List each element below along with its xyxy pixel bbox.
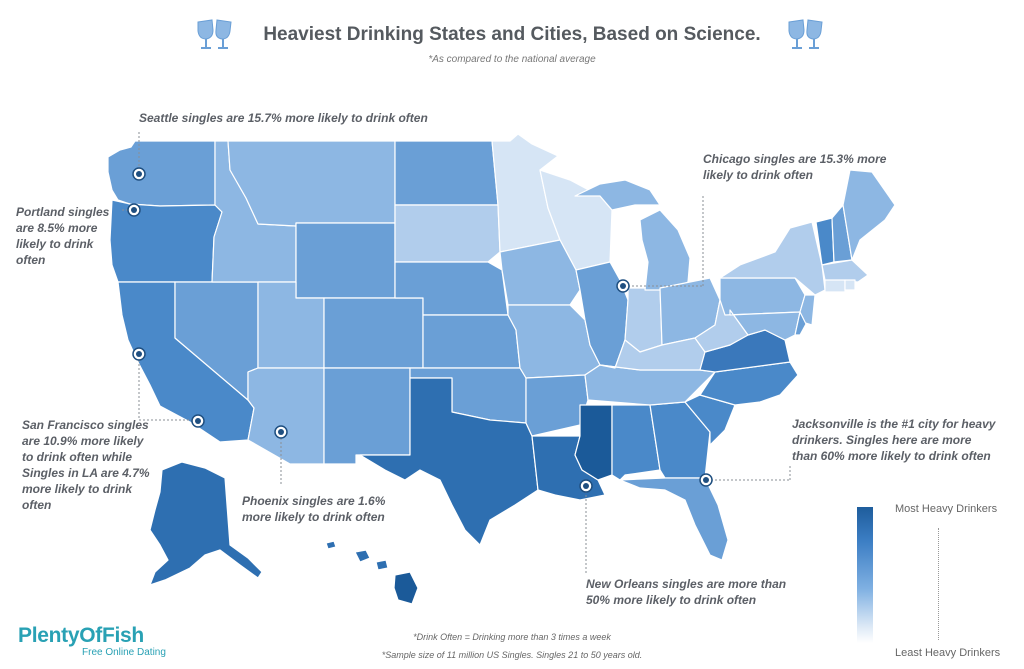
state-connecticut bbox=[824, 279, 846, 293]
marker-san-francisco bbox=[132, 347, 146, 361]
footer-note-2: *Sample size of 11 million US Singles. S… bbox=[381, 650, 643, 660]
logo-name: PlentyOfFish bbox=[18, 624, 144, 647]
state-rhode-island bbox=[844, 279, 856, 291]
legend-dotted-line bbox=[938, 528, 939, 640]
state-michigan-lower bbox=[639, 209, 691, 291]
state-north-dakota bbox=[394, 140, 499, 206]
page-subtitle: *As compared to the national average bbox=[428, 54, 596, 65]
state-hawaii-maui bbox=[354, 549, 371, 563]
state-montana bbox=[227, 140, 396, 227]
footer-note-1: *Drink Often = Drinking more than 3 time… bbox=[413, 632, 611, 642]
state-pennsylvania bbox=[719, 277, 806, 316]
state-alaska bbox=[149, 461, 263, 586]
plentyoffish-logo: PlentyOfFish Free Online Dating bbox=[18, 625, 166, 659]
state-texas bbox=[359, 377, 539, 546]
state-michigan-upper bbox=[574, 179, 661, 211]
state-hawaii-molokai bbox=[375, 559, 389, 571]
header: Heaviest Drinking States and Cities, Bas… bbox=[0, 18, 1024, 52]
state-arkansas bbox=[525, 374, 589, 437]
marker-portland bbox=[127, 203, 141, 217]
annotation-jacksonville: Jacksonville is the #1 city for heavy dr… bbox=[792, 417, 996, 463]
legend-gradient bbox=[857, 507, 873, 643]
annotation-san-francisco: San Francisco singles are 10.9% more lik… bbox=[22, 418, 150, 512]
state-delaware bbox=[794, 311, 807, 336]
state-arizona bbox=[247, 367, 325, 465]
state-wyoming bbox=[295, 222, 396, 299]
marker-phoenix bbox=[274, 425, 288, 439]
wine-glasses-icon bbox=[197, 19, 232, 49]
logo-tagline: Free Online Dating bbox=[82, 647, 166, 658]
marker-chicago bbox=[616, 279, 630, 293]
state-kentucky bbox=[599, 337, 706, 371]
marker-los-angeles bbox=[191, 414, 205, 428]
state-indiana bbox=[624, 287, 663, 353]
state-new-mexico bbox=[323, 367, 411, 465]
marker-seattle bbox=[132, 167, 146, 181]
state-maine bbox=[842, 169, 896, 261]
state-iowa bbox=[499, 239, 581, 306]
state-kansas bbox=[422, 314, 521, 369]
city-markers bbox=[127, 167, 713, 493]
state-new-jersey bbox=[799, 294, 816, 326]
state-oregon bbox=[109, 199, 223, 283]
marker-new-orleans bbox=[579, 479, 593, 493]
annotation-new-orleans: New Orleans singles are more than 50% mo… bbox=[586, 577, 787, 607]
state-massachusetts bbox=[821, 259, 869, 283]
state-hawaii-big-island bbox=[393, 571, 419, 605]
annotation-seattle: Seattle singles are 15.7% more likely to… bbox=[139, 111, 428, 125]
state-washington bbox=[107, 140, 216, 207]
state-north-carolina bbox=[699, 361, 799, 406]
annotation-phoenix: Phoenix singles are 1.6% more likely to … bbox=[242, 494, 386, 524]
marker-jacksonville bbox=[699, 473, 713, 487]
state-hawaii-oahu bbox=[325, 540, 337, 550]
annotation-portland: Portland singles are 8.5% more likely to… bbox=[16, 205, 110, 267]
page-title: Heaviest Drinking States and Cities, Bas… bbox=[263, 24, 761, 45]
state-florida bbox=[619, 477, 729, 561]
wine-glasses-icon bbox=[788, 19, 823, 49]
state-south-dakota bbox=[394, 204, 501, 263]
legend-bottom-label: Least Heavy Drinkers bbox=[895, 647, 1001, 659]
state-new-york bbox=[719, 221, 826, 296]
state-colorado bbox=[323, 297, 424, 369]
legend-top-label: Most Heavy Drinkers bbox=[895, 503, 998, 515]
annotation-chicago: Chicago singles are 15.3% more likely to… bbox=[703, 152, 887, 182]
